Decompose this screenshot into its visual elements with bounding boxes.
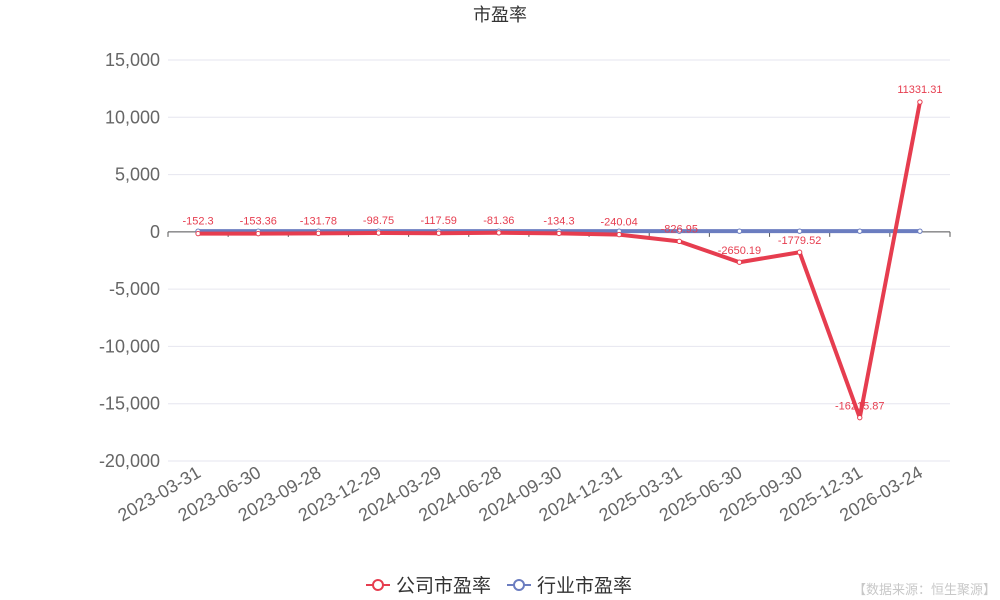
data-point[interactable] bbox=[857, 228, 863, 234]
y-tick-label: 15,000 bbox=[105, 50, 160, 70]
y-tick-label: -20,000 bbox=[99, 451, 160, 471]
data-point[interactable] bbox=[676, 238, 683, 245]
legend[interactable]: 公司市盈率 行业市盈率 bbox=[366, 575, 632, 597]
data-label: -1779.52 bbox=[778, 235, 821, 247]
data-point[interactable] bbox=[496, 230, 502, 236]
y-tick-label: 10,000 bbox=[105, 107, 160, 127]
source-note: 【数据来源：恒生聚源】 bbox=[853, 582, 996, 597]
data-point[interactable] bbox=[676, 228, 683, 234]
y-axis-ticks: 15,000 10,000 5,000 0 -5,000 -10,000 -15,000 -2… bbox=[99, 50, 160, 471]
data-point[interactable] bbox=[556, 230, 562, 237]
legend-marker bbox=[513, 579, 525, 591]
data-point[interactable] bbox=[195, 230, 201, 237]
data-label: -134.3 bbox=[543, 215, 574, 227]
data-point[interactable] bbox=[857, 414, 863, 421]
y-tick-label: 5,000 bbox=[115, 165, 160, 185]
data-label: 11331.31 bbox=[897, 84, 942, 96]
series-lines: -152.3 -153.36 -131.78 -98.75 -117.59 -81.36 -… bbox=[182, 84, 942, 421]
data-point[interactable] bbox=[616, 231, 622, 238]
data-label: -117.59 bbox=[420, 215, 457, 227]
data-point[interactable] bbox=[435, 230, 442, 236]
data-point[interactable] bbox=[796, 228, 803, 234]
data-point[interactable] bbox=[315, 230, 322, 237]
series-line bbox=[198, 101, 922, 420]
data-point[interactable] bbox=[375, 230, 382, 236]
chart-title: 市盈率 bbox=[473, 5, 527, 25]
series-0: -152.3 -153.36 -131.78 -98.75 -117.59 -81.36 -… bbox=[182, 84, 942, 421]
data-label: -98.75 bbox=[363, 215, 394, 227]
data-label: -16215.87 bbox=[835, 401, 885, 413]
y-tick-label: -10,000 bbox=[99, 336, 160, 356]
data-label: -131.78 bbox=[300, 215, 337, 227]
data-point[interactable] bbox=[917, 228, 923, 234]
data-label: -240.04 bbox=[600, 217, 637, 229]
y-tick-label: -15,000 bbox=[99, 394, 160, 414]
x-axis: 2023-03-312023-06-302023-09-282023-12-29… bbox=[114, 231, 951, 526]
legend-label: 公司市盈率 bbox=[396, 575, 491, 597]
grid-lines bbox=[168, 59, 950, 462]
data-label: -2650.19 bbox=[718, 245, 761, 257]
y-tick-label: 0 bbox=[150, 222, 160, 242]
data-point[interactable] bbox=[917, 99, 923, 105]
data-point[interactable] bbox=[736, 228, 743, 234]
data-label: -152.3 bbox=[182, 216, 213, 228]
legend-label: 行业市盈率 bbox=[537, 575, 632, 597]
data-point[interactable] bbox=[255, 230, 261, 237]
y-tick-label: -5,000 bbox=[109, 279, 160, 299]
data-label: -153.36 bbox=[240, 216, 277, 228]
legend-marker bbox=[372, 579, 384, 591]
data-label: -826.95 bbox=[661, 223, 698, 235]
legend-item-1[interactable]: 行业市盈率 bbox=[507, 575, 632, 597]
data-point[interactable] bbox=[736, 259, 743, 265]
legend-item-0[interactable]: 公司市盈率 bbox=[366, 575, 491, 597]
data-point[interactable] bbox=[796, 249, 803, 255]
data-label: -81.36 bbox=[483, 215, 514, 227]
